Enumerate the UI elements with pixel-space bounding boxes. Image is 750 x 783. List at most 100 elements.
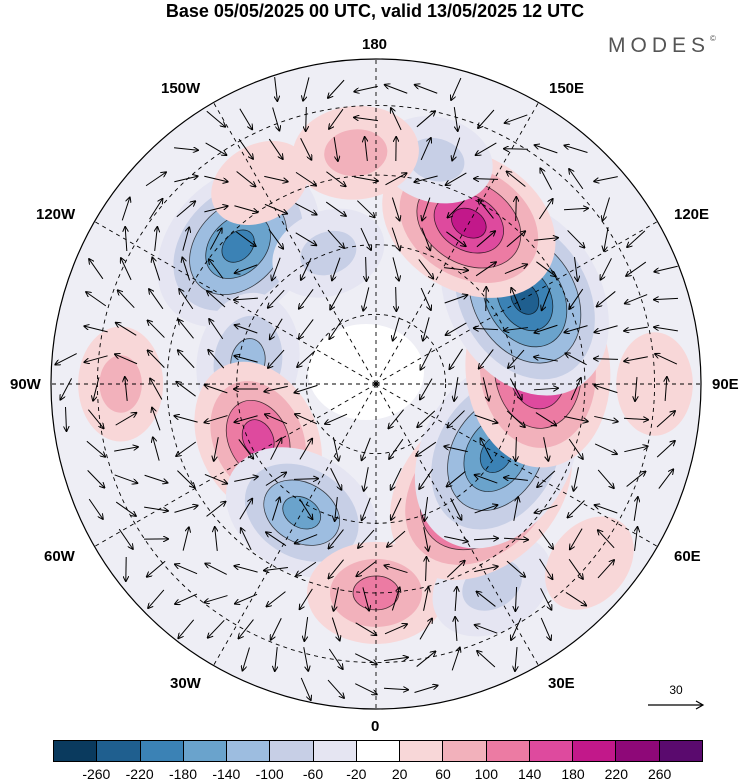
wind-arrow [300,677,310,700]
wind-arrow [268,289,285,308]
wind-arrow [215,527,218,551]
colorbar-tick-label: 60 [435,766,451,782]
wind-arrow [633,497,638,521]
wind-arrow [391,497,402,520]
wind-arrow [479,200,494,219]
polar-cap [308,324,424,420]
wind-arrow [121,198,130,221]
wind-arrow [420,287,431,310]
wind-arrow [147,560,166,576]
wind-arrow [564,416,587,422]
wind-arrow [362,587,369,610]
wind-arrow [272,107,280,130]
wind-arrow [300,138,312,159]
wind-arrow [152,408,161,431]
wind-arrow [234,205,257,213]
wind-arrow [205,564,227,575]
wind-arrow [209,228,221,250]
wind-arrow [329,318,344,339]
wind-arrow [570,528,583,550]
anomaly-contour [221,229,255,263]
wind-arrow [625,294,648,304]
colorbar-tick-label: -100 [255,766,284,782]
lon-label-60e: 60E [674,548,701,565]
wind-arrow [474,179,499,180]
wind-arrow [362,497,371,520]
wind-arrow [418,259,433,278]
map-boundary [50,58,702,710]
wind-arrow [214,437,219,461]
wind-arrow [534,238,558,241]
wind-arrow [509,378,521,399]
wind-arrow [654,265,678,272]
wind-arrow [149,199,163,220]
wind-arrow [293,479,318,480]
wind-arrow [148,589,165,608]
meridian [375,383,658,547]
wind-arrow [536,261,555,276]
wind-arrow [206,502,226,517]
wind-arrow [594,176,618,182]
wind-arrow [543,437,549,461]
colorbar-swatch [356,741,401,761]
wind-arrow [444,446,468,453]
wind-arrow [654,298,679,299]
wind-arrow [627,230,646,247]
wind-arrow [564,325,588,333]
wind-arrow [360,227,371,250]
wind-arrow [55,353,77,365]
wind-arrow [574,257,577,281]
wind-arrow [118,528,133,549]
wind-arrow [176,382,196,397]
lon-label-150e: 150E [549,80,585,97]
wind-arrow [264,567,288,570]
wind-arrow [388,409,404,429]
wind-arrow [417,410,436,427]
wind-arrow [474,414,498,423]
wind-arrow [448,200,465,218]
wind-arrow [264,385,288,391]
colorbar-swatch [54,741,98,761]
lon-label-120w: 120W [36,206,76,223]
wind-arrow [535,324,558,332]
wind-arrow [265,414,288,425]
wind-arrow [574,467,579,490]
wind-arrow [88,498,103,519]
lon-label-150w: 150W [161,80,201,97]
wind-arrow [419,619,432,640]
wind-arrow [301,257,312,280]
wind-arrow [392,257,399,280]
wind-arrow [205,385,228,394]
lon-label-120e: 120E [674,206,710,223]
colorbar-swatch [443,741,487,761]
wind-arrow [604,227,609,251]
wind-arrow [420,378,433,400]
wind-arrow [533,388,558,390]
brand-logo: MODES© [608,34,716,58]
wind-arrow [535,504,558,513]
wind-arrow [626,261,647,276]
wind-arrow [416,111,435,128]
wind-arrow [455,587,457,612]
wind-arrow [267,591,286,607]
wind-arrow [594,415,617,421]
wind-arrow [89,259,104,280]
lon-label-180: 180 [362,36,388,53]
wind-arrow [176,441,197,456]
wind-arrow [264,175,287,181]
wind-arrow [597,469,614,488]
wind-arrow [654,327,678,332]
wind-arrow [423,587,429,611]
wind-arrow [144,474,168,482]
wind-arrow [542,287,551,310]
wind-arrow [355,622,377,635]
wind-arrow [235,325,258,334]
colorbar-tick-label: 180 [561,766,585,782]
colorbar-tick-label: -140 [212,766,241,782]
wind-arrow [391,227,400,251]
colorbar-tick-label: 140 [517,766,542,782]
wind-arrow [594,443,617,454]
wind-arrow [391,588,399,611]
wind-arrow [511,288,522,311]
wind-arrow [265,473,286,486]
